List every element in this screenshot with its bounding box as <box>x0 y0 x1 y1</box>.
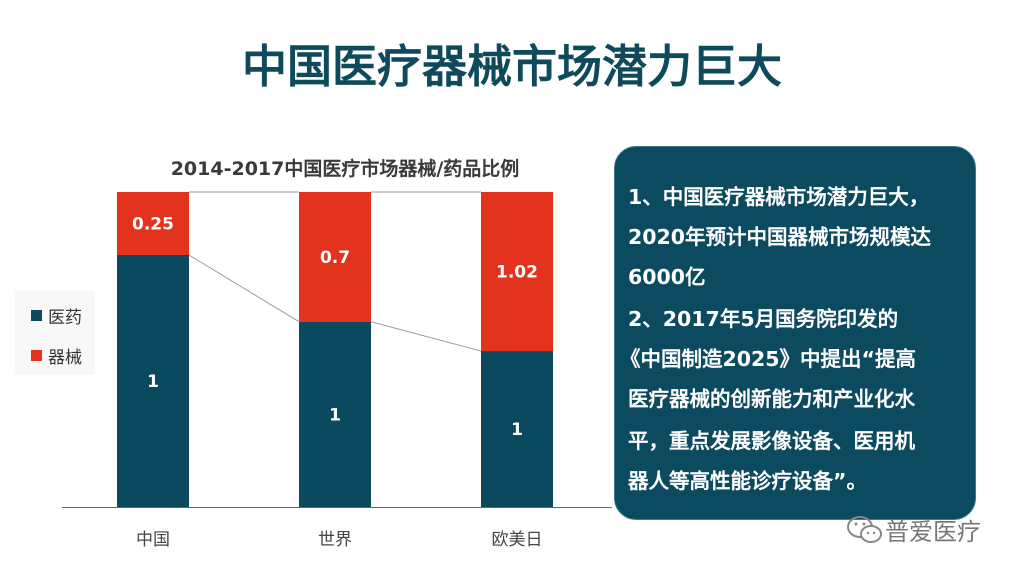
panel-text-line: 2、2017年5月国务院印发的 <box>628 307 899 331</box>
legend-swatch <box>31 310 42 321</box>
page-title: 中国医疗器械市场潜力巨大 <box>241 40 782 93</box>
wechat-icon <box>847 515 882 543</box>
bar-segment-medicine <box>299 321 371 507</box>
x-tick-label: 欧美日 <box>492 530 543 550</box>
data-label-device: 0.7 <box>320 248 350 268</box>
legend-item-medicine: 医药 <box>31 303 82 328</box>
legend-label: 医药 <box>48 308 82 328</box>
panel-text-line: 1、中国医疗器械市场潜力巨大， <box>628 185 930 209</box>
bar-segment-medicine <box>117 255 189 507</box>
panel-text-line: 2020年预计中国器械市场规模达 <box>628 225 932 249</box>
x-tick-label: 世界 <box>318 530 352 550</box>
panel-text-line: 6000亿 <box>628 265 706 289</box>
info-panel <box>614 146 976 520</box>
watermark: 普爱医疗 <box>845 512 981 547</box>
legend-item-device: 器械 <box>31 343 82 368</box>
data-label-medicine: 1 <box>329 405 341 425</box>
legend-swatch <box>31 350 42 361</box>
series-line <box>188 254 300 323</box>
panel-text-line: 器人等高性能诊疗设备”。 <box>628 469 867 493</box>
series-line <box>370 321 482 352</box>
data-label-device: 1.02 <box>496 263 538 283</box>
x-tick-label: 中国 <box>136 530 170 550</box>
panel-text-line: 《中国制造2025》中提出“提高 <box>620 347 917 371</box>
legend-label: 器械 <box>48 348 82 368</box>
data-label-medicine: 1 <box>511 420 523 440</box>
bar-segment-device <box>481 192 553 352</box>
chart-title: 2014-2017中国医疗市场器械/药品比例 <box>170 158 520 180</box>
data-label-medicine: 1 <box>147 372 159 392</box>
watermark-text: 普爱医疗 <box>885 518 981 546</box>
bar-segment-medicine <box>481 351 553 507</box>
panel-text-line: 平，重点发展影像设备、医用机 <box>628 429 915 453</box>
bar-segment-device <box>117 192 189 255</box>
bar-segment-device <box>299 192 371 322</box>
data-label-device: 0.25 <box>132 215 174 235</box>
chart-legend: 医药 器械 <box>15 291 95 375</box>
panel-text-line: 医疗器械的创新能力和产业化水 <box>628 387 915 411</box>
